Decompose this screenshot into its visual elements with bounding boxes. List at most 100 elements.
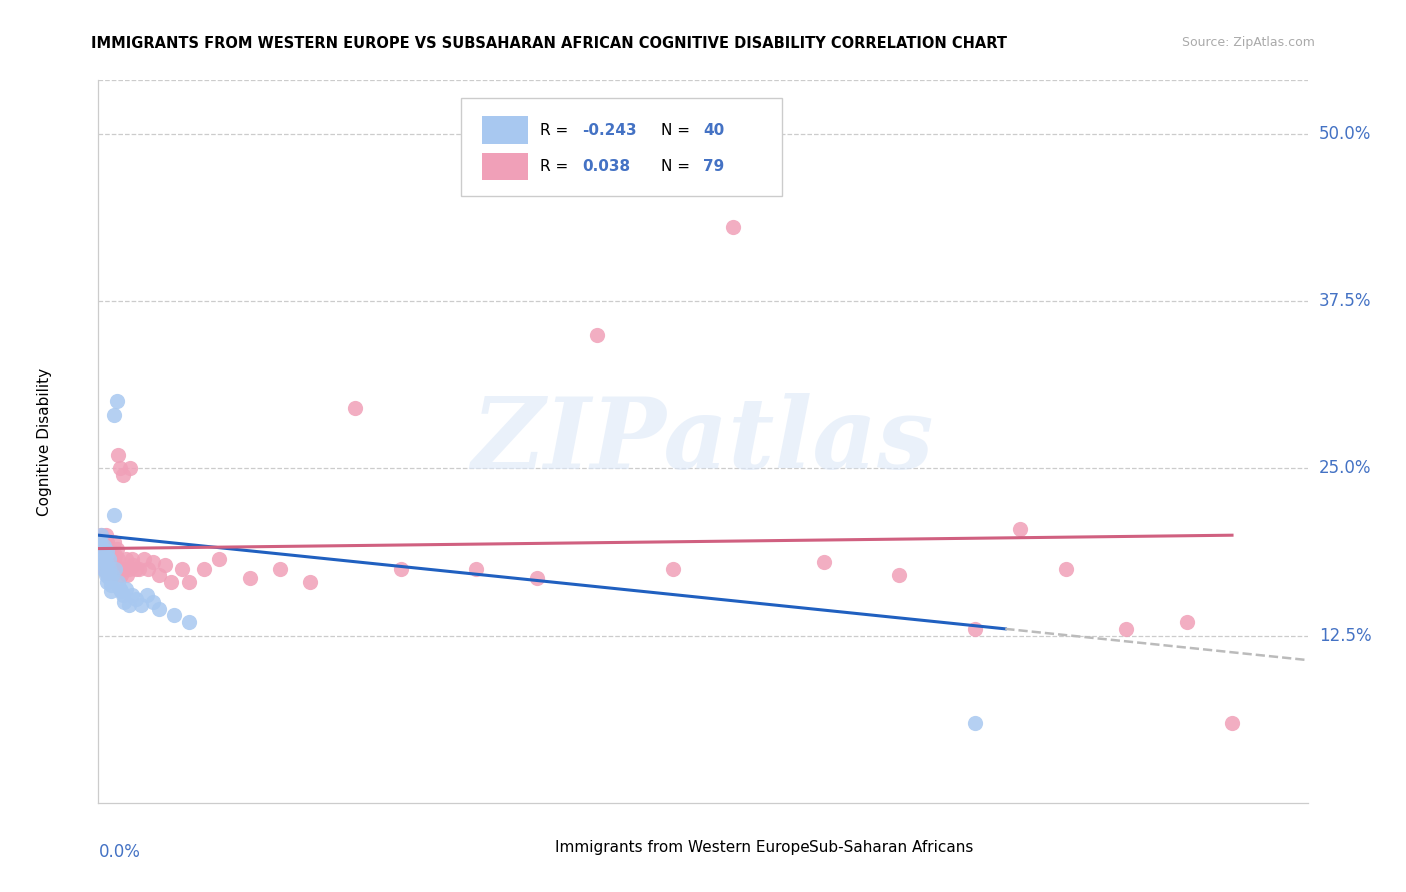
Point	[91, 548, 114, 563]
Text: R =: R =	[540, 122, 572, 137]
Text: IMMIGRANTS FROM WESTERN EUROPE VS SUBSAHARAN AFRICAN COGNITIVE DISABILITY CORREL: IMMIGRANTS FROM WESTERN EUROPE VS SUBSAH…	[91, 36, 1007, 51]
Point	[105, 394, 128, 409]
Point	[107, 448, 129, 462]
Point	[96, 552, 118, 566]
Point	[107, 552, 129, 566]
Point	[170, 562, 193, 576]
Point	[93, 539, 115, 553]
Point	[94, 558, 117, 572]
Point	[98, 552, 121, 566]
Point	[128, 562, 150, 576]
Point	[103, 566, 125, 580]
Text: Source: ZipAtlas.com: Source: ZipAtlas.com	[1181, 36, 1315, 49]
Point	[101, 568, 124, 582]
Point	[118, 562, 141, 576]
Point	[114, 582, 136, 596]
Point	[90, 528, 112, 542]
Point	[103, 408, 125, 422]
Point	[100, 544, 122, 558]
Point	[94, 539, 117, 553]
Point	[122, 558, 145, 572]
Point	[94, 528, 117, 542]
Point	[108, 582, 131, 596]
Point	[121, 552, 143, 566]
Text: 25.0%: 25.0%	[1319, 459, 1371, 477]
Text: 0.0%: 0.0%	[98, 843, 141, 861]
Point	[90, 544, 112, 558]
Point	[148, 602, 170, 616]
Point	[103, 508, 125, 523]
Text: -0.243: -0.243	[582, 122, 637, 137]
Text: 12.5%: 12.5%	[1319, 626, 1371, 645]
Point	[160, 575, 183, 590]
Point	[142, 595, 165, 609]
Point	[1175, 615, 1198, 630]
Point	[91, 562, 114, 576]
Point	[193, 562, 215, 576]
Point	[96, 575, 118, 590]
Point	[111, 589, 134, 603]
Text: 79: 79	[703, 159, 724, 174]
Text: Immigrants from Western Europe: Immigrants from Western Europe	[555, 840, 810, 855]
Point	[93, 537, 115, 551]
Point	[153, 558, 176, 572]
Bar	[769, 837, 803, 857]
Point	[98, 552, 121, 566]
Point	[91, 541, 114, 556]
Text: Cognitive Disability: Cognitive Disability	[37, 368, 52, 516]
Point	[110, 562, 132, 576]
Text: 40: 40	[703, 122, 724, 137]
Point	[91, 541, 114, 556]
Point	[94, 548, 117, 563]
Bar	[482, 153, 527, 180]
Point	[135, 589, 157, 603]
Point	[91, 552, 114, 566]
Point	[132, 552, 155, 566]
Point	[90, 537, 112, 551]
Text: 37.5%: 37.5%	[1319, 292, 1371, 310]
Point	[112, 595, 135, 609]
Point	[90, 528, 112, 542]
Point	[105, 541, 128, 556]
Point	[148, 568, 170, 582]
Point	[115, 568, 138, 582]
Point	[90, 548, 112, 563]
Point	[965, 622, 987, 636]
Point	[110, 584, 132, 599]
Point	[389, 562, 412, 576]
Point	[114, 552, 136, 566]
Point	[96, 566, 118, 580]
Text: 0.038: 0.038	[582, 159, 630, 174]
Point	[104, 558, 127, 572]
Point	[142, 555, 165, 569]
Bar	[516, 837, 550, 857]
Text: N =: N =	[661, 122, 695, 137]
Point	[94, 548, 117, 563]
Point	[110, 568, 132, 582]
Point	[107, 575, 129, 590]
Point	[129, 598, 152, 612]
Point	[103, 555, 125, 569]
Point	[101, 558, 124, 572]
Text: R =: R =	[540, 159, 572, 174]
Point	[96, 566, 118, 580]
Text: ZIPatlas: ZIPatlas	[472, 393, 934, 490]
Point	[111, 467, 134, 482]
Point	[179, 615, 201, 630]
Point	[96, 534, 118, 549]
Point	[108, 461, 131, 475]
Point	[344, 401, 367, 416]
Point	[91, 534, 114, 549]
Point	[96, 544, 118, 558]
Point	[889, 568, 911, 582]
Point	[1010, 521, 1032, 535]
Point	[965, 715, 987, 730]
Point	[813, 555, 835, 569]
Point	[118, 598, 141, 612]
Point	[98, 548, 121, 563]
Point	[299, 575, 322, 590]
Point	[96, 544, 118, 558]
Point	[100, 578, 122, 592]
Point	[661, 562, 683, 576]
Point	[94, 555, 117, 569]
